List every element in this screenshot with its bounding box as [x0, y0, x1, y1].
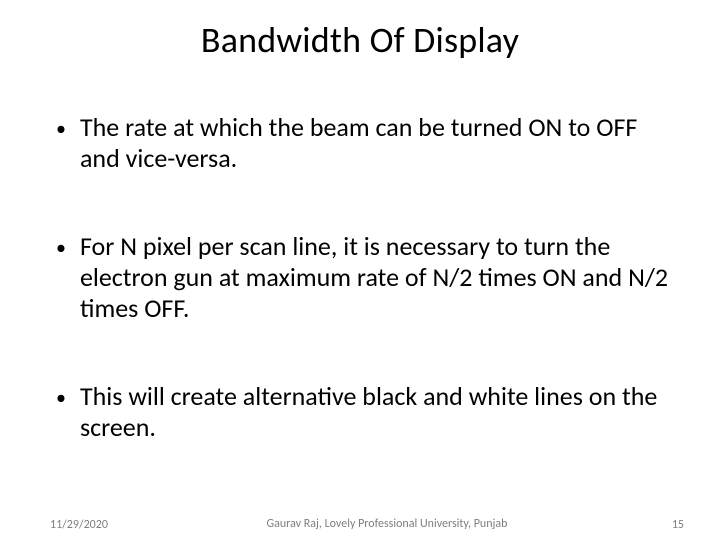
- slide-title: Bandwidth Of Display: [50, 18, 670, 62]
- bullet-item: • The rate at which the beam can be turn…: [56, 112, 670, 173]
- slide-content: • The rate at which the beam can be turn…: [50, 112, 670, 443]
- footer-date: 11/29/2020: [50, 518, 130, 532]
- footer-author: Gaurav Raj, Lovely Professional Universi…: [150, 517, 624, 532]
- bullet-dot-icon: •: [56, 235, 66, 261]
- bullet-dot-icon: •: [56, 116, 66, 142]
- bullet-dot-icon: •: [56, 385, 66, 411]
- bullet-text: For N pixel per scan line, it is necessa…: [80, 231, 670, 323]
- bullet-text: The rate at which the beam can be turned…: [80, 112, 670, 173]
- slide-footer: 11/29/2020 Gaurav Raj, Lovely Profession…: [0, 517, 720, 532]
- bullet-item: • For N pixel per scan line, it is neces…: [56, 231, 670, 323]
- footer-page-number: 15: [644, 518, 684, 532]
- bullet-text: This will create alternative black and w…: [80, 381, 670, 442]
- bullet-item: • This will create alternative black and…: [56, 381, 670, 442]
- slide: Bandwidth Of Display • The rate at which…: [0, 0, 720, 540]
